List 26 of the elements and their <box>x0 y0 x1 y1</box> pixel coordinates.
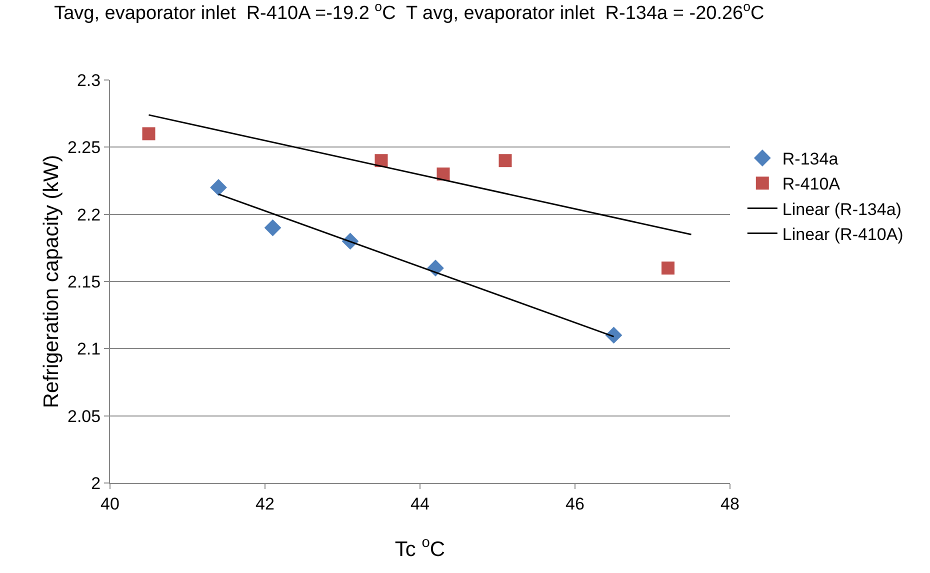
x-tick-label: 48 <box>720 494 740 514</box>
point <box>498 154 512 168</box>
point <box>142 127 156 140</box>
point <box>662 262 674 275</box>
point <box>436 168 450 181</box>
point <box>210 179 227 196</box>
x-tick-label: 46 <box>566 494 584 514</box>
x-axis-title: Tc $^{o}$C <box>394 535 446 561</box>
y-tick-label: 2.15 <box>68 272 101 292</box>
x-tick-label: 42 <box>256 494 274 514</box>
chart-title: Tavg, evaporator inlet R-410A =-19.2 $^{o}$C T avg, evaporator inlet R-134a = -20.26$^{o}$C <box>54 0 764 24</box>
y-tick-label: 2.1 <box>76 340 101 359</box>
point <box>374 154 388 168</box>
y-tick-label: 2.25 <box>68 138 101 158</box>
x-tick-label: 40 <box>100 494 120 514</box>
legend-label: Linear (R-134a) <box>782 200 902 219</box>
y-tick-label: 2 <box>91 474 101 493</box>
legend-label: Linear (R-410A) <box>782 224 904 244</box>
legend-label: R-134a <box>782 150 839 169</box>
y-tick-label: 2.05 <box>68 406 101 426</box>
point <box>264 219 282 236</box>
y-axis-title: Refrigeration capacity (kW) <box>40 154 63 408</box>
y-tick-label: 2.3 <box>76 70 101 90</box>
x-tick-label: 44 <box>410 494 430 514</box>
legend-label: R-410A <box>782 174 841 194</box>
y-tick-label: 2.2 <box>76 205 101 224</box>
